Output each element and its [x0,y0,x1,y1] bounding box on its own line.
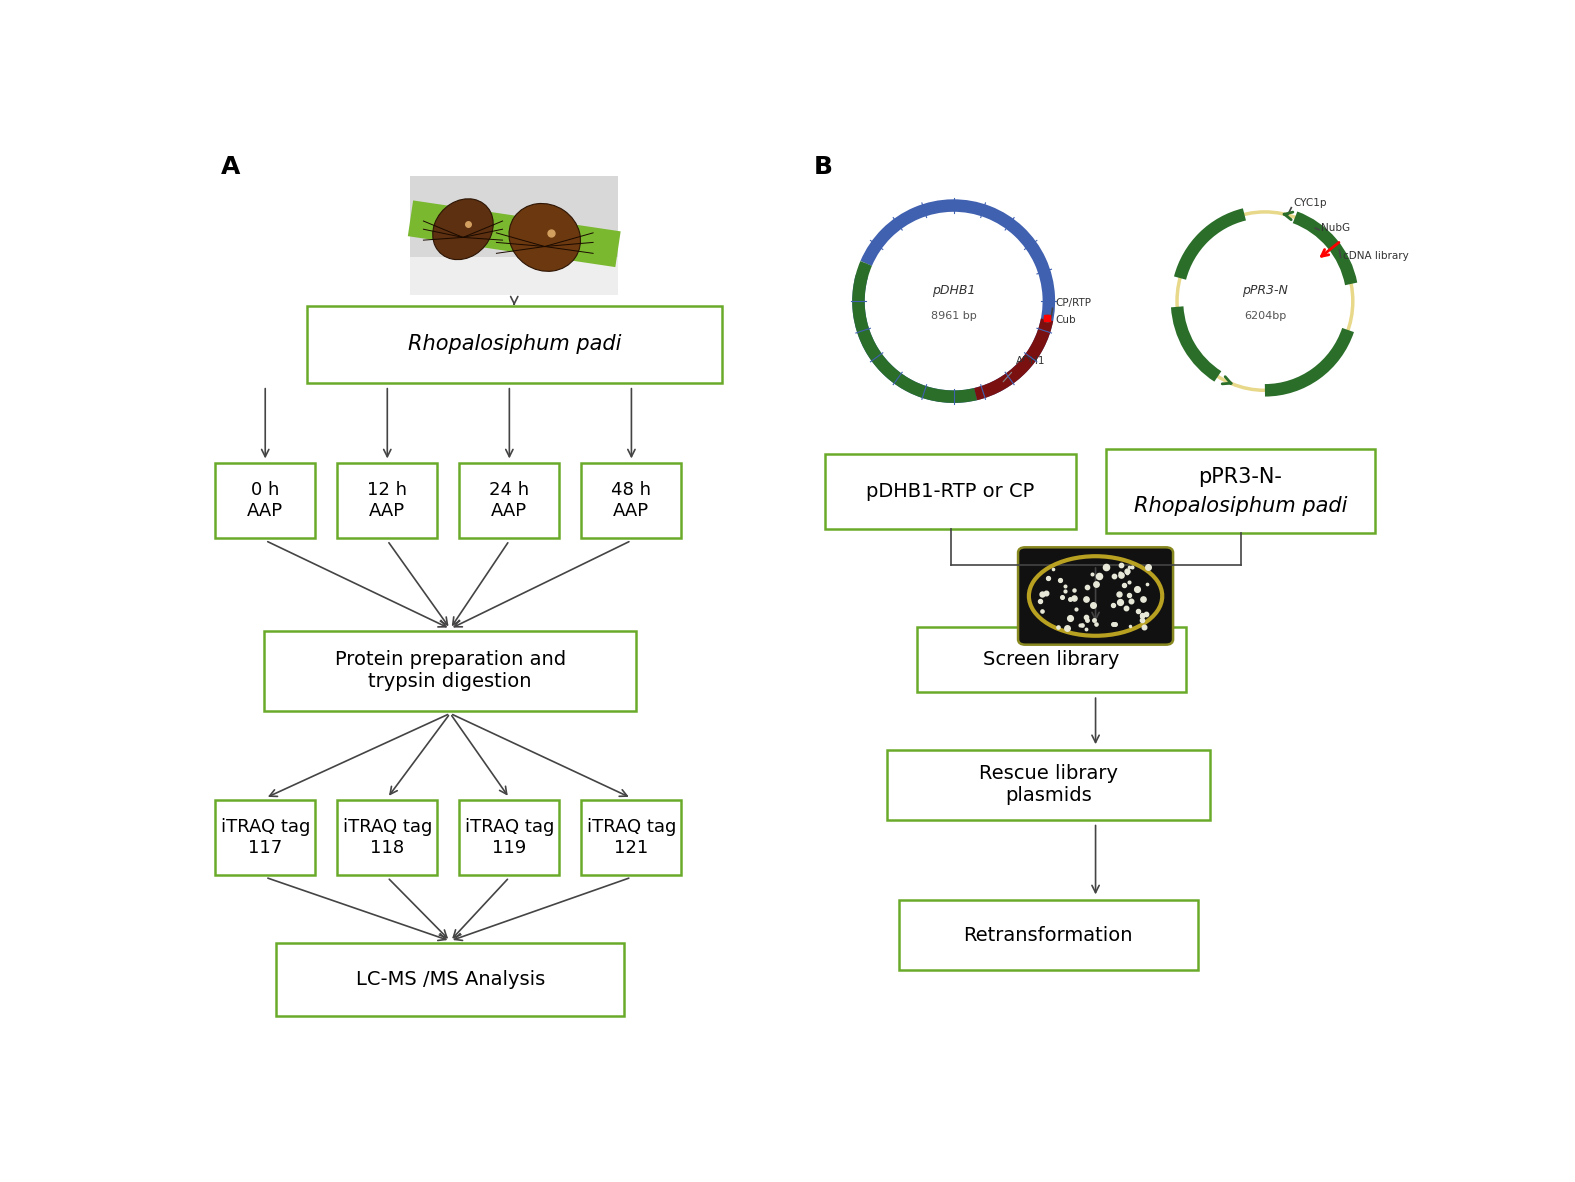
Text: B: B [813,155,832,178]
Ellipse shape [509,203,581,272]
FancyBboxPatch shape [411,176,617,294]
Text: Cub: Cub [1055,314,1076,325]
FancyBboxPatch shape [581,800,682,875]
FancyBboxPatch shape [460,800,559,875]
Text: cDNA library: cDNA library [1343,251,1408,261]
Text: pDHB1: pDHB1 [932,284,975,297]
FancyBboxPatch shape [216,463,315,538]
FancyBboxPatch shape [1106,449,1375,533]
FancyBboxPatch shape [337,800,438,875]
Text: pPR3-N: pPR3-N [1243,284,1288,297]
Text: ADH1: ADH1 [1016,356,1046,366]
FancyBboxPatch shape [887,749,1210,820]
Text: LC-MS /MS Analysis: LC-MS /MS Analysis [356,969,545,988]
FancyBboxPatch shape [460,463,559,538]
Text: Rhopalosiphum padi: Rhopalosiphum padi [1134,496,1347,515]
Text: 12 h
AAP: 12 h AAP [367,481,408,520]
FancyBboxPatch shape [825,454,1076,528]
Text: Screen library: Screen library [983,650,1120,669]
FancyBboxPatch shape [307,306,721,383]
Text: Rescue library
plasmids: Rescue library plasmids [978,765,1118,805]
FancyBboxPatch shape [411,256,617,294]
FancyBboxPatch shape [581,463,682,538]
Text: 24 h
AAP: 24 h AAP [490,481,529,520]
Text: Protein preparation and
trypsin digestion: Protein preparation and trypsin digestio… [334,650,565,691]
FancyBboxPatch shape [276,943,624,1015]
Text: iTRAQ tag
121: iTRAQ tag 121 [587,818,676,857]
Text: iTRAQ tag
119: iTRAQ tag 119 [465,818,554,857]
FancyBboxPatch shape [917,626,1186,693]
Text: pDHB1-RTP or CP: pDHB1-RTP or CP [866,482,1035,501]
FancyBboxPatch shape [1017,547,1173,644]
Ellipse shape [433,199,493,260]
Text: 6204bp: 6204bp [1244,311,1287,320]
Text: CP/RTP: CP/RTP [1055,298,1091,307]
Text: 8961 bp: 8961 bp [931,311,976,320]
Text: NubG: NubG [1321,222,1350,233]
Text: iTRAQ tag
118: iTRAQ tag 118 [343,818,432,857]
Text: pPR3-N-: pPR3-N- [1199,467,1282,487]
Text: 48 h
AAP: 48 h AAP [611,481,652,520]
Text: A: A [221,155,241,178]
Text: Rhopalosiphum padi: Rhopalosiphum padi [408,335,621,355]
Text: Retransformation: Retransformation [964,926,1132,944]
FancyBboxPatch shape [899,900,1197,970]
FancyBboxPatch shape [265,630,636,710]
FancyBboxPatch shape [216,800,315,875]
Text: 0 h
AAP: 0 h AAP [247,481,284,520]
FancyBboxPatch shape [337,463,438,538]
Text: CYC1p: CYC1p [1293,197,1328,208]
Text: iTRAQ tag
117: iTRAQ tag 117 [221,818,310,857]
